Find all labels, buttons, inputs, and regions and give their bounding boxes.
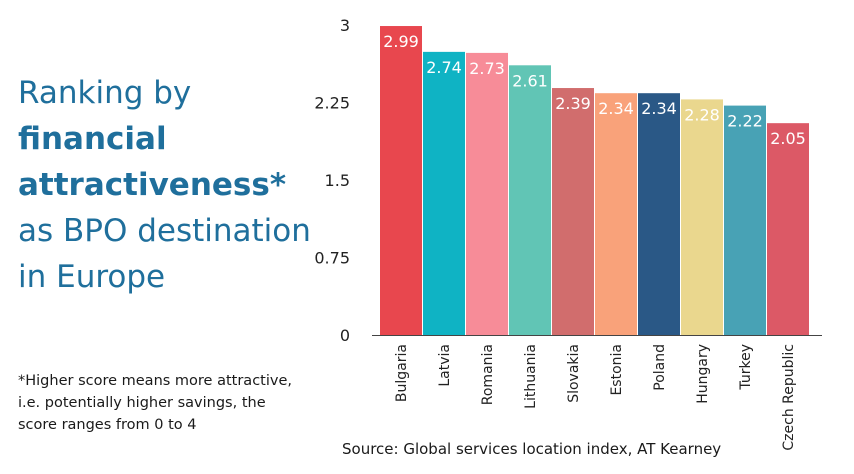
data-label: 2.34 bbox=[598, 99, 634, 118]
footnote-line-2: i.e. potentially higher savings, the bbox=[18, 395, 266, 411]
x-tick-label: Slovakia bbox=[566, 344, 582, 403]
y-tick-label: 3 bbox=[340, 16, 350, 35]
bar-latvia bbox=[423, 51, 465, 335]
data-label: 2.28 bbox=[684, 105, 720, 124]
data-label: 2.99 bbox=[383, 32, 419, 51]
footnote-line-3: score ranges from 0 to 4 bbox=[18, 417, 197, 433]
x-tick-label: Romania bbox=[480, 344, 496, 405]
x-tick-label: Latvia bbox=[437, 344, 453, 387]
x-tick-label: Estonia bbox=[609, 344, 625, 396]
y-tick-label: 0.75 bbox=[314, 249, 350, 268]
data-label: 2.74 bbox=[426, 58, 462, 77]
x-tick-label: Bulgaria bbox=[394, 344, 410, 402]
x-tick-label: Hungary bbox=[695, 344, 711, 404]
footnote: *Higher score means more attractive, i.e… bbox=[18, 370, 318, 436]
title-line-3: attractiveness* bbox=[18, 167, 287, 203]
title-line-2: financial bbox=[18, 121, 167, 157]
x-axis: Bulgaria Latvia Romania Lithuania Slovakia Es… bbox=[394, 344, 797, 451]
data-label: 2.34 bbox=[641, 99, 677, 118]
source-note: Source: Global services location index, … bbox=[342, 440, 722, 458]
x-tick-label: Poland bbox=[652, 344, 668, 391]
y-tick-label: 0 bbox=[340, 326, 350, 345]
data-label: 2.73 bbox=[469, 59, 505, 78]
footnote-line-1: *Higher score means more attractive, bbox=[18, 373, 292, 389]
x-tick-label: Lithuania bbox=[523, 344, 539, 409]
chart-title: Ranking by financial attractiveness* as … bbox=[18, 70, 318, 300]
data-label: 2.05 bbox=[770, 129, 806, 148]
data-label: 2.39 bbox=[555, 94, 591, 113]
y-tick-label: 2.25 bbox=[314, 94, 350, 113]
bar-estonia bbox=[595, 93, 637, 335]
bar-poland bbox=[638, 93, 680, 335]
data-label: 2.61 bbox=[512, 71, 548, 90]
title-line-1: Ranking by bbox=[18, 75, 192, 111]
bars: 2.99 2.74 2.73 2.61 2.39 2.34 2.34 2.28 2.22 2.05 bbox=[380, 26, 809, 336]
bar-bulgaria bbox=[380, 26, 422, 336]
x-tick-label: Turkey bbox=[738, 344, 754, 391]
x-tick-label: Czech Republic bbox=[781, 344, 797, 451]
y-tick-label: 1.5 bbox=[325, 171, 350, 190]
title-line-5: in Europe bbox=[18, 259, 166, 295]
bar-romania bbox=[466, 52, 508, 336]
bar-turkey bbox=[724, 105, 766, 335]
bar-lithuania bbox=[509, 65, 551, 336]
bar-hungary bbox=[681, 99, 723, 336]
y-axis: 0 0.75 1.5 2.25 3 bbox=[314, 16, 350, 345]
data-label: 2.22 bbox=[727, 112, 763, 131]
title-line-4: as BPO destination bbox=[18, 213, 311, 249]
bar-czech-republic bbox=[767, 123, 809, 336]
bar-slovakia bbox=[552, 88, 594, 336]
